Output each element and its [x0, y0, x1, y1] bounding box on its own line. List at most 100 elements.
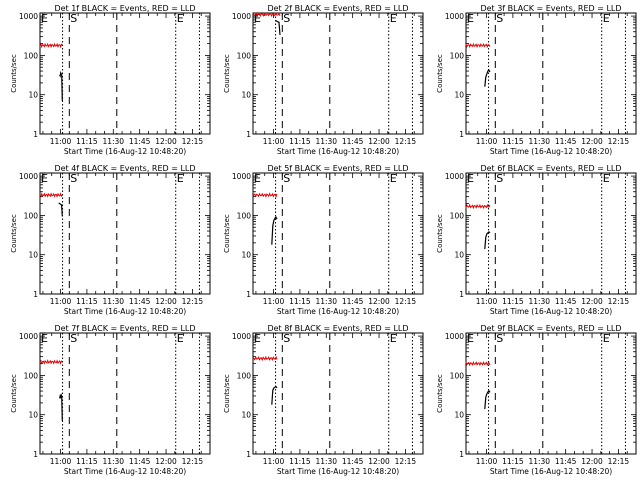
y-tick-label: 1 — [33, 130, 38, 139]
panel-title: Det 1f BLACK = Events, RED = LLD — [54, 4, 195, 13]
red-lld-series — [465, 42, 491, 49]
panel-title: Det 3f BLACK = Events, RED = LLD — [480, 4, 621, 13]
marker-label: E — [603, 172, 610, 185]
red-lld-series — [252, 192, 278, 198]
x-tick-label: 12:15 — [395, 297, 417, 306]
y-tick-label: 10 — [28, 411, 38, 420]
x-tick-label: 11:00 — [263, 297, 285, 306]
x-tick-label: 11:45 — [129, 137, 151, 146]
y-axis-title: Counts/sec — [10, 54, 18, 93]
x-tick-label: 12:15 — [182, 137, 204, 146]
x-tick-label: 11:45 — [129, 457, 151, 466]
plot-frame — [465, 332, 637, 455]
marker-label: E — [177, 332, 184, 345]
x-tick-label: 11:15 — [76, 297, 98, 306]
x-tick-label: 11:45 — [555, 297, 577, 306]
x-tick-label: 11:00 — [476, 297, 498, 306]
x-tick-label: 12:00 — [581, 297, 603, 306]
y-tick-label: 1000 — [19, 12, 38, 21]
marker-label: S — [70, 332, 77, 345]
x-tick-label: 11:00 — [476, 137, 498, 146]
x-tick-label: 11:15 — [289, 137, 311, 146]
y-tick-label: 1 — [459, 450, 464, 459]
marker-label: E — [177, 12, 184, 25]
x-tick-label: 12:00 — [368, 457, 390, 466]
y-axis-title: Counts/sec — [436, 214, 444, 253]
black-events-series — [271, 385, 278, 405]
x-axis-title: Start Time (16-Aug-12 10:48:20) — [277, 467, 399, 476]
x-tick-label: 11:45 — [555, 137, 577, 146]
marker-label: E — [254, 332, 261, 345]
y-tick-label: 1 — [33, 450, 38, 459]
y-tick-label: 100 — [24, 371, 39, 380]
black-events-series — [59, 70, 63, 101]
x-tick-label: 11:45 — [342, 457, 364, 466]
panel-det-9: Det 9f BLACK = Events, RED = LLD 1 10 100 10… — [436, 324, 637, 476]
x-axis-title: Start Time (16-Aug-12 10:48:20) — [277, 307, 399, 316]
x-axis-title: Start Time (16-Aug-12 10:48:20) — [64, 467, 186, 476]
panel-det-5: Det 5f BLACK = Events, RED = LLD 1 10 100 10… — [223, 164, 424, 316]
x-tick-label: 12:00 — [155, 137, 177, 146]
x-tick-label: 12:00 — [155, 457, 177, 466]
marker-label: S — [70, 172, 77, 185]
red-lld-series — [465, 203, 491, 210]
y-tick-label: 1000 — [232, 12, 251, 21]
y-tick-label: 10 — [454, 411, 464, 420]
plot-frame — [252, 332, 424, 455]
marker-label: E — [390, 12, 397, 25]
red-lld-series — [39, 359, 63, 365]
y-tick-label: 10 — [241, 91, 251, 100]
x-tick-label: 11:30 — [528, 137, 550, 146]
marker-label: E — [390, 172, 397, 185]
marker-label: E — [41, 12, 48, 25]
y-tick-label: 1000 — [445, 172, 464, 181]
plot-frame — [465, 12, 637, 135]
y-axis-title: Counts/sec — [10, 374, 18, 413]
marker-label: E — [390, 332, 397, 345]
black-events-series — [59, 393, 63, 421]
y-axis-title: Counts/sec — [10, 214, 18, 253]
plot-frame — [252, 12, 424, 135]
panel-title: Det 2f BLACK = Events, RED = LLD — [267, 4, 408, 13]
marker-label: S — [283, 172, 290, 185]
panel-det-4: Det 4f BLACK = Events, RED = LLD 1 10 100 10… — [10, 164, 211, 316]
marker-label: S — [283, 12, 290, 25]
x-tick-label: 12:00 — [581, 457, 603, 466]
y-tick-label: 100 — [24, 51, 39, 60]
marker-label: E — [467, 12, 474, 25]
x-axis-title: Start Time (16-Aug-12 10:48:20) — [490, 307, 612, 316]
y-axis-title: Counts/sec — [223, 54, 231, 93]
y-tick-label: 1 — [459, 130, 464, 139]
x-tick-label: 11:00 — [263, 137, 285, 146]
panel-title: Det 4f BLACK = Events, RED = LLD — [54, 164, 195, 173]
panel-det-2: Det 2f BLACK = Events, RED = LLD 1 10 100 10… — [223, 4, 424, 156]
marker-label: E — [603, 332, 610, 345]
y-tick-label: 10 — [241, 251, 251, 260]
x-axis-title: Start Time (16-Aug-12 10:48:20) — [64, 307, 186, 316]
red-lld-series — [252, 11, 281, 18]
x-tick-label: 12:15 — [608, 297, 630, 306]
x-tick-label: 11:15 — [289, 457, 311, 466]
x-axis-title: Start Time (16-Aug-12 10:48:20) — [277, 147, 399, 156]
x-tick-label: 12:15 — [608, 137, 630, 146]
black-events-series — [484, 69, 491, 87]
x-tick-label: 11:15 — [289, 297, 311, 306]
y-tick-label: 1000 — [19, 172, 38, 181]
x-tick-label: 11:00 — [50, 137, 72, 146]
panel-det-3: Det 3f BLACK = Events, RED = LLD 1 10 100 10… — [436, 4, 637, 156]
x-axis-title: Start Time (16-Aug-12 10:48:20) — [490, 467, 612, 476]
marker-label: E — [467, 332, 474, 345]
y-tick-label: 1000 — [445, 12, 464, 21]
panel-title: Det 6f BLACK = Events, RED = LLD — [480, 164, 621, 173]
black-events-series — [484, 231, 491, 250]
x-tick-label: 11:15 — [76, 457, 98, 466]
y-tick-label: 100 — [237, 211, 252, 220]
x-tick-label: 11:45 — [555, 457, 577, 466]
y-tick-label: 10 — [454, 251, 464, 260]
x-axis-title: Start Time (16-Aug-12 10:48:20) — [64, 147, 186, 156]
panel-title: Det 9f BLACK = Events, RED = LLD — [480, 324, 621, 333]
y-tick-label: 100 — [450, 371, 465, 380]
plot-frame — [465, 172, 637, 295]
y-axis-title: Counts/sec — [436, 374, 444, 413]
